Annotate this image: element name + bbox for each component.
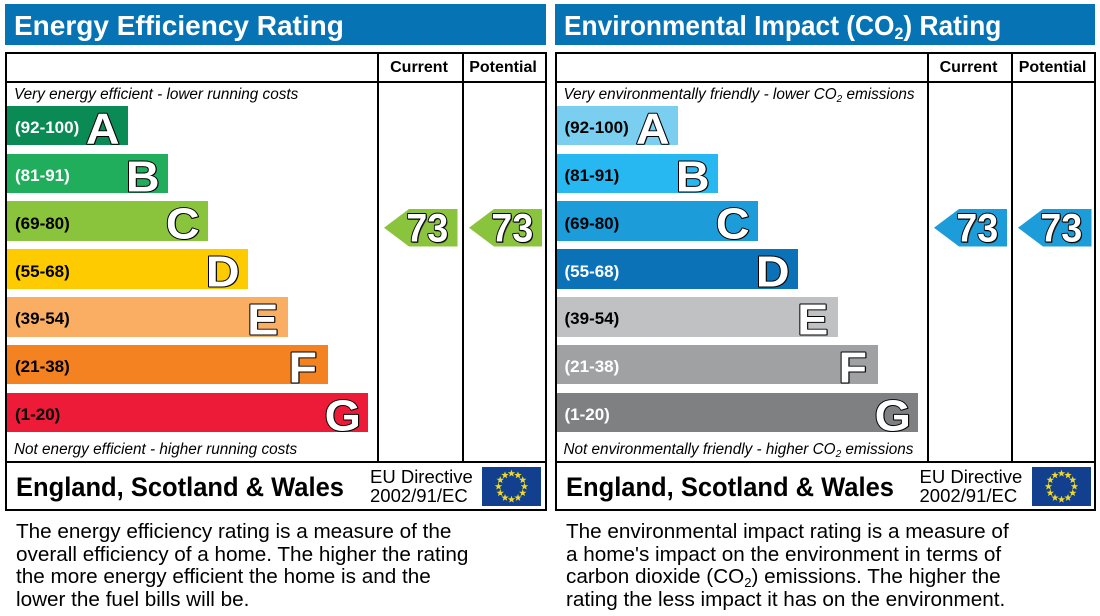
- svg-text:C: C: [166, 200, 200, 246]
- svg-text:73: 73: [406, 209, 448, 247]
- svg-text:D: D: [206, 247, 240, 293]
- svg-text:F: F: [289, 344, 318, 389]
- svg-text:C: C: [716, 200, 750, 245]
- svg-text:73: 73: [956, 209, 998, 247]
- svg-text:F: F: [289, 343, 318, 389]
- svg-text:E: E: [797, 295, 828, 341]
- svg-text:C: C: [715, 200, 749, 246]
- svg-text:B: B: [675, 152, 709, 198]
- svg-text:D: D: [755, 247, 789, 293]
- svg-text:C: C: [167, 200, 201, 245]
- svg-text:73: 73: [1040, 209, 1082, 247]
- svg-text:B: B: [676, 153, 710, 198]
- svg-text:E: E: [248, 296, 279, 341]
- svg-text:D: D: [207, 248, 241, 293]
- svg-text:G: G: [875, 392, 911, 437]
- svg-text:G: G: [325, 391, 361, 437]
- svg-text:G: G: [325, 392, 361, 437]
- svg-text:73: 73: [492, 209, 534, 247]
- svg-text:73: 73: [957, 209, 999, 247]
- svg-text:G: G: [874, 391, 910, 437]
- svg-text:A: A: [87, 105, 121, 150]
- svg-text:73: 73: [407, 209, 449, 247]
- svg-text:A: A: [635, 104, 669, 150]
- svg-text:73: 73: [491, 209, 533, 247]
- svg-text:B: B: [126, 152, 160, 198]
- svg-text:73: 73: [1041, 209, 1083, 247]
- svg-text:B: B: [127, 153, 161, 198]
- svg-text:A: A: [86, 104, 120, 150]
- svg-text:D: D: [756, 248, 790, 293]
- svg-text:A: A: [636, 105, 670, 150]
- svg-text:E: E: [798, 296, 829, 341]
- svg-text:F: F: [838, 343, 867, 389]
- svg-text:F: F: [839, 344, 868, 389]
- svg-text:E: E: [247, 295, 278, 341]
